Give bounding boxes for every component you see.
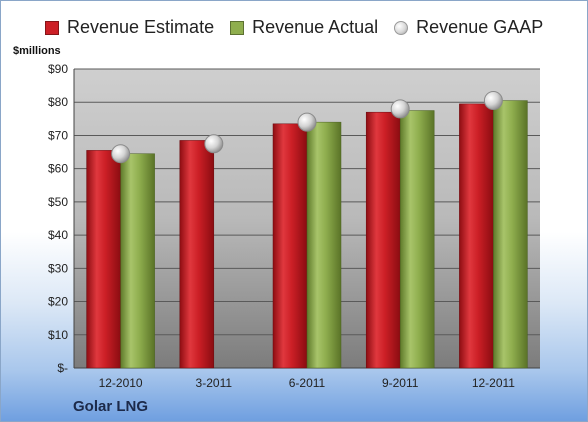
legend-marker-gaap [394, 20, 409, 35]
y-tick-label: $- [57, 361, 68, 375]
bar-revenue-estimate [272, 123, 308, 369]
x-tick-label: 3-2011 [196, 376, 233, 390]
company-name: Golar LNG [73, 398, 149, 415]
y-tick-label: $40 [48, 228, 68, 242]
legend-item-gaap: Revenue GAAP [394, 17, 543, 38]
legend-label-actual: Revenue Actual [252, 17, 379, 37]
bar-revenue-actual [306, 121, 342, 369]
chart-legend: Revenue Estimate Revenue Actual Revenue … [45, 17, 559, 38]
marker-revenue-gaap [204, 134, 224, 154]
y-tick-label: $90 [48, 62, 68, 76]
bar-revenue-actual [120, 153, 155, 369]
x-tick-label: 12-2011 [472, 376, 515, 390]
y-tick-label: $60 [48, 162, 68, 176]
marker-revenue-gaap [483, 91, 503, 111]
bar-revenue-estimate [365, 111, 401, 369]
y-axis-units-label: $millions [13, 45, 61, 57]
y-tick-label: $20 [48, 295, 68, 309]
bar-revenue-actual [399, 110, 435, 369]
marker-revenue-gaap [390, 99, 410, 119]
y-tick-label: $50 [48, 195, 68, 209]
legend-label-estimate: Revenue Estimate [67, 17, 215, 37]
x-tick-label: 12-2010 [99, 376, 143, 390]
bar-revenue-estimate [86, 150, 121, 369]
y-tick-label: $30 [48, 261, 68, 275]
bar-revenue-actual [493, 100, 528, 369]
legend-swatch-estimate [45, 20, 59, 35]
x-tick-label: 6-2011 [289, 376, 326, 390]
legend-item-actual: Revenue Actual [230, 17, 378, 38]
bar-revenue-estimate [179, 140, 215, 369]
legend-swatch-actual [230, 20, 245, 35]
y-tick-label: $70 [48, 128, 68, 142]
marker-revenue-gaap [111, 144, 131, 164]
bar-revenue-estimate [459, 103, 494, 369]
y-tick-label: $10 [48, 328, 68, 342]
y-tick-label: $80 [48, 95, 68, 109]
x-tick-label: 9-2011 [382, 376, 419, 390]
marker-revenue-gaap [297, 112, 317, 132]
legend-label-gaap: Revenue GAAP [416, 17, 544, 37]
legend-item-estimate: Revenue Estimate [45, 17, 214, 38]
